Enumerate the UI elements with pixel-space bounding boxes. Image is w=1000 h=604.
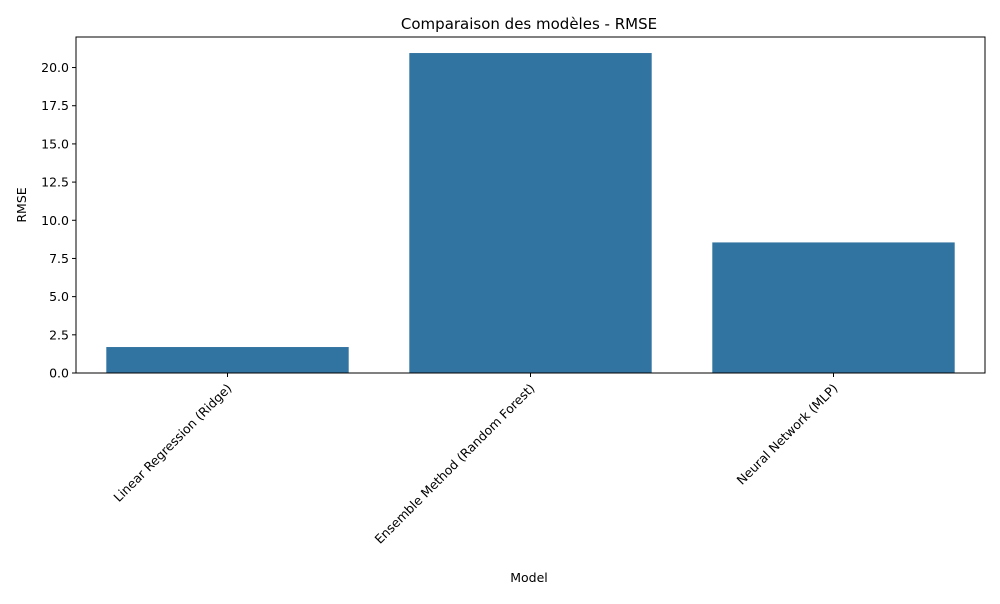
y-axis-label: RMSE xyxy=(14,187,29,222)
y-tick-label: 5.0 xyxy=(49,289,69,304)
x-tick-label: Neural Network (MLP) xyxy=(734,381,841,488)
y-tick-label: 15.0 xyxy=(41,136,69,151)
bar xyxy=(409,53,652,373)
bar xyxy=(712,242,955,373)
y-tick-label: 17.5 xyxy=(41,98,69,113)
x-axis-label: Model xyxy=(510,570,548,585)
x-tick-label: Ensemble Method (Random Forest) xyxy=(371,381,537,547)
chart-title: Comparaison des modèles - RMSE xyxy=(401,15,657,33)
y-axis-ticks: 0.0 2.5 5.0 7.5 10.0 12.5 15.0 17.5 20.0 xyxy=(41,60,76,381)
y-tick-label: 7.5 xyxy=(49,251,69,266)
y-tick-label: 12.5 xyxy=(41,175,69,190)
y-tick-label: 0.0 xyxy=(49,366,69,381)
y-tick-label: 10.0 xyxy=(41,213,69,228)
y-tick-label: 2.5 xyxy=(49,327,69,342)
axes-frame xyxy=(75,36,986,374)
bar xyxy=(106,347,349,373)
plot-frame xyxy=(75,36,986,374)
y-tick-label: 20.0 xyxy=(41,60,69,75)
x-tick-label: Linear Regression (Ridge) xyxy=(110,381,234,505)
x-axis-ticks: Linear Regression (Ridge) Ensemble Method… xyxy=(110,373,841,547)
bars-group xyxy=(106,53,955,373)
